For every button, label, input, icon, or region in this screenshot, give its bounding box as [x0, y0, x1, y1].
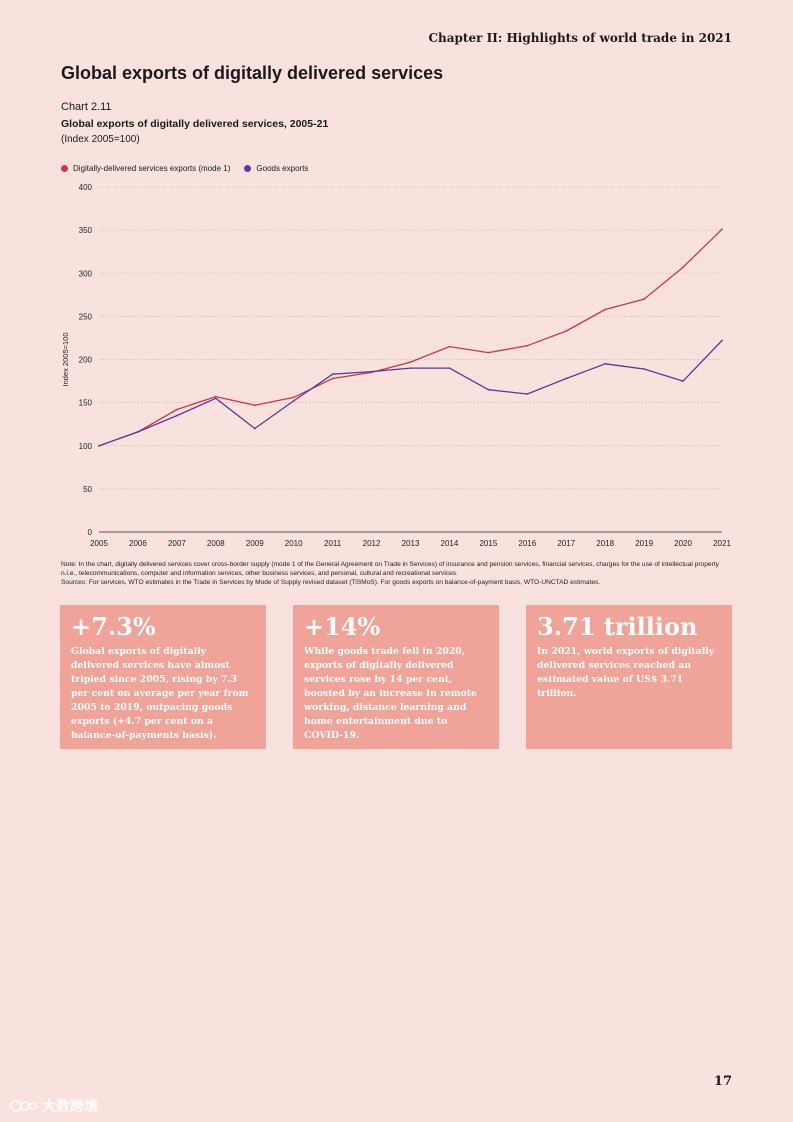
data-point [176, 414, 178, 417]
y-tick-label: 300 [79, 269, 93, 278]
data-point [604, 308, 607, 311]
y-tick-label: 200 [79, 356, 93, 365]
data-point [565, 330, 568, 332]
legend-label-services: Digitally-delivered services exports (mo… [73, 164, 231, 173]
data-point [487, 388, 490, 391]
data-point [721, 228, 723, 231]
data-point [292, 396, 295, 399]
line-chart: 0 50 100 150 200 250 300 350 400 2005 2006 2007 2008… [61, 183, 731, 548]
x-tick-label: 2010 [285, 539, 303, 548]
chart-sources: Sources: For services, WTO estimates in … [61, 579, 601, 587]
y-tick-label: 50 [83, 485, 92, 494]
data-point [214, 397, 217, 400]
x-tick-label: 2020 [674, 539, 692, 548]
highlight-box-value: 3.71 trillion In 2021, world exports of … [526, 605, 732, 749]
data-point [370, 370, 373, 373]
highlight-text: Global exports of digitally delivered se… [71, 646, 249, 741]
y-tick-label: 250 [79, 312, 93, 321]
y-tick-label: 400 [79, 183, 93, 192]
data-point [721, 339, 723, 342]
chart-title: Global exports of digitally delivered se… [61, 118, 329, 130]
highlight-figure: +7.3% [71, 612, 156, 641]
data-point [682, 380, 684, 382]
y-tick-label: 100 [79, 442, 93, 451]
x-tick-label: 2006 [129, 539, 147, 548]
chart-number: Chart 2.11 [61, 101, 112, 113]
x-tick-label: 2016 [518, 539, 536, 548]
x-tick-label: 2014 [441, 539, 459, 548]
watermark-text: 大数跨境 [42, 1098, 98, 1114]
x-tick-label: 2008 [207, 539, 225, 548]
highlight-text: While goods trade fell in 2020, exports … [304, 646, 478, 741]
y-tick-label: 150 [79, 399, 93, 408]
series-line-services [98, 228, 723, 447]
legend-dot-goods [244, 165, 252, 172]
data-point [292, 400, 295, 402]
data-point [176, 408, 178, 411]
data-point [409, 361, 412, 363]
data-point [643, 368, 645, 370]
highlight-figure: 3.71 trillion [537, 612, 698, 641]
data-point [682, 266, 684, 269]
data-point [448, 367, 451, 369]
x-tick-label: 2013 [402, 539, 420, 548]
data-point [137, 431, 139, 433]
chart-legend: Digitally-delivered services exports (mo… [61, 164, 308, 173]
data-point [98, 444, 100, 447]
page-number: 17 [713, 1074, 732, 1089]
data-point [604, 362, 607, 365]
x-tick-label: 2015 [479, 539, 497, 548]
highlight-box-growth: +7.3% Global exports of digitally delive… [60, 605, 266, 749]
data-point [214, 395, 217, 398]
legend-label-goods: Goods exports [256, 164, 309, 173]
data-point [253, 427, 256, 430]
data-point [526, 344, 529, 347]
x-tick-label: 2012 [363, 539, 381, 548]
chart-note: Note: In the chart, digitally delivered … [61, 561, 719, 578]
chart-subtitle: (Index 2005=100) [61, 134, 140, 145]
logo-icon [10, 1100, 37, 1112]
highlight-text: In 2021, world exports of digitally deli… [537, 646, 715, 699]
legend-item-services: Digitally-delivered services exports (mo… [61, 164, 230, 173]
y-tick-label: 350 [79, 226, 93, 235]
y-axis-label: Index 2005=100 [61, 332, 70, 386]
x-tick-label: 2021 [713, 539, 731, 548]
data-point [331, 373, 334, 376]
running-header: Chapter II: Highlights of world trade in… [428, 31, 732, 45]
page-title: Global exports of digitally delivered se… [61, 63, 444, 83]
data-point [526, 393, 529, 395]
legend-dot-services [61, 165, 68, 172]
highlight-boxes: +7.3% Global exports of digitally delive… [60, 605, 732, 749]
chart-notes: Note: In the chart, digitally delivered … [61, 560, 733, 588]
data-point [253, 404, 256, 407]
x-tick-label: 2005 [90, 539, 108, 548]
highlight-figure: +14% [304, 612, 381, 641]
series-line-goods [98, 340, 723, 447]
x-tick-label: 2011 [324, 539, 342, 548]
data-point [487, 351, 490, 354]
highlight-box-2020: +14% While goods trade fell in 2020, exp… [293, 605, 499, 749]
data-point [565, 377, 568, 380]
data-point [448, 345, 451, 348]
x-tick-label: 2019 [635, 539, 653, 548]
watermark: 大数跨境 [10, 1096, 98, 1116]
data-point [409, 367, 412, 369]
data-point [643, 298, 645, 300]
data-point [331, 377, 334, 380]
x-tick-label: 2007 [168, 539, 186, 548]
x-tick-label: 2018 [596, 539, 614, 548]
legend-item-goods: Goods exports [244, 164, 308, 173]
y-tick-label: 0 [88, 528, 93, 537]
x-tick-label: 2009 [246, 539, 264, 548]
x-tick-label: 2017 [557, 539, 575, 548]
